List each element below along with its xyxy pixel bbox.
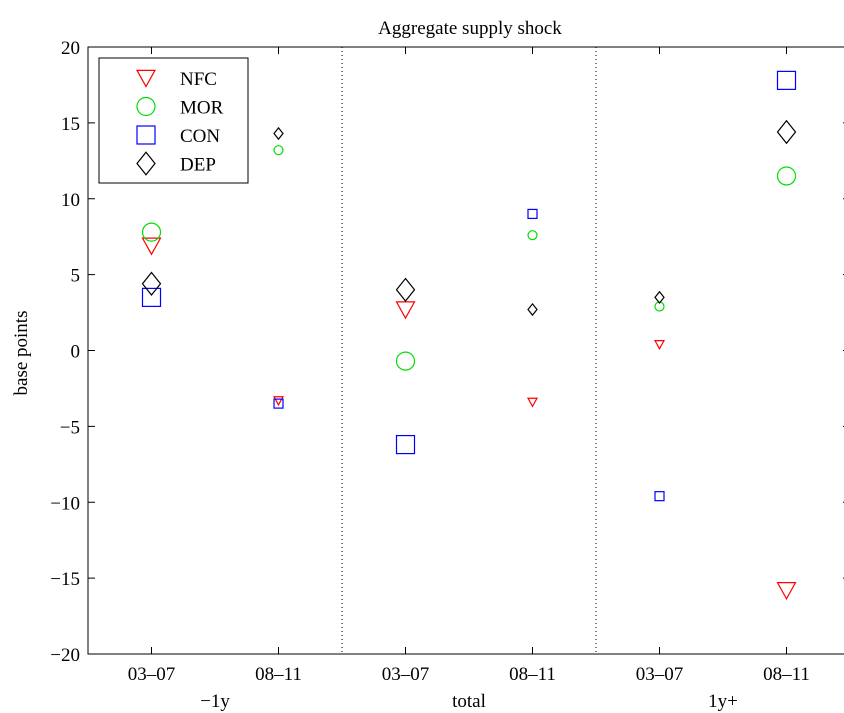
legend-label-dep: DEP bbox=[180, 155, 216, 176]
y-tick-label: −5 bbox=[60, 417, 80, 438]
x-tick-label: 08–11 bbox=[509, 664, 556, 685]
legend-marker-mor bbox=[136, 96, 156, 117]
point-nfc bbox=[526, 397, 539, 408]
x-tick-label: 08–11 bbox=[255, 664, 302, 685]
y-tick-label: −15 bbox=[50, 569, 80, 590]
point-con bbox=[776, 70, 797, 90]
legend-label-con: CON bbox=[180, 126, 220, 147]
legend-label-nfc: NFC bbox=[180, 69, 217, 90]
x-tick-label: 03–07 bbox=[128, 664, 176, 685]
y-tick-label: 5 bbox=[71, 266, 81, 287]
point-mor bbox=[776, 166, 797, 186]
point-con bbox=[141, 287, 162, 307]
point-mor bbox=[141, 222, 162, 242]
point-con bbox=[273, 398, 284, 409]
legend-marker-con bbox=[136, 125, 156, 145]
x-tick-label: 03–07 bbox=[636, 664, 684, 685]
x-tick-label: 03–07 bbox=[382, 664, 430, 685]
point-con bbox=[527, 208, 538, 220]
point-nfc bbox=[653, 340, 666, 350]
chart-title: Aggregate supply shock bbox=[378, 18, 562, 39]
point-mor bbox=[654, 301, 665, 312]
legend-marker-dep bbox=[136, 151, 156, 176]
y-axis-label: base points bbox=[11, 311, 32, 396]
point-nfc bbox=[272, 396, 285, 407]
x-tick-label: 08–11 bbox=[763, 664, 810, 685]
point-mor bbox=[527, 230, 538, 241]
point-mor bbox=[395, 351, 416, 371]
y-tick-label: 15 bbox=[61, 114, 80, 135]
y-tick-label: −10 bbox=[50, 493, 80, 514]
point-dep bbox=[776, 119, 797, 145]
group-label: 1y+ bbox=[708, 691, 738, 712]
point-dep bbox=[273, 126, 284, 141]
point-dep bbox=[527, 302, 538, 317]
point-con bbox=[395, 434, 416, 455]
y-tick-label: 20 bbox=[61, 38, 80, 59]
group-label: total bbox=[452, 691, 486, 712]
legend-box bbox=[98, 57, 249, 184]
legend-marker-nfc bbox=[135, 69, 157, 88]
point-nfc bbox=[141, 237, 162, 256]
y-tick-label: 10 bbox=[61, 190, 80, 211]
point-dep bbox=[654, 290, 665, 304]
point-mor bbox=[273, 145, 284, 156]
y-tick-label: −20 bbox=[50, 645, 80, 666]
plot-frame bbox=[87, 46, 844, 655]
point-nfc bbox=[776, 582, 797, 601]
y-tick-label: 0 bbox=[71, 342, 81, 363]
point-dep bbox=[141, 271, 162, 296]
group-label: −1y bbox=[200, 691, 230, 712]
point-dep bbox=[395, 277, 416, 303]
point-con bbox=[654, 491, 665, 502]
legend-label-mor: MOR bbox=[180, 98, 224, 119]
plot-area: −20 −15 −10 −5 0 5 10 15 20 03–07 08–11 03–07 08–11 0… bbox=[50, 38, 844, 712]
